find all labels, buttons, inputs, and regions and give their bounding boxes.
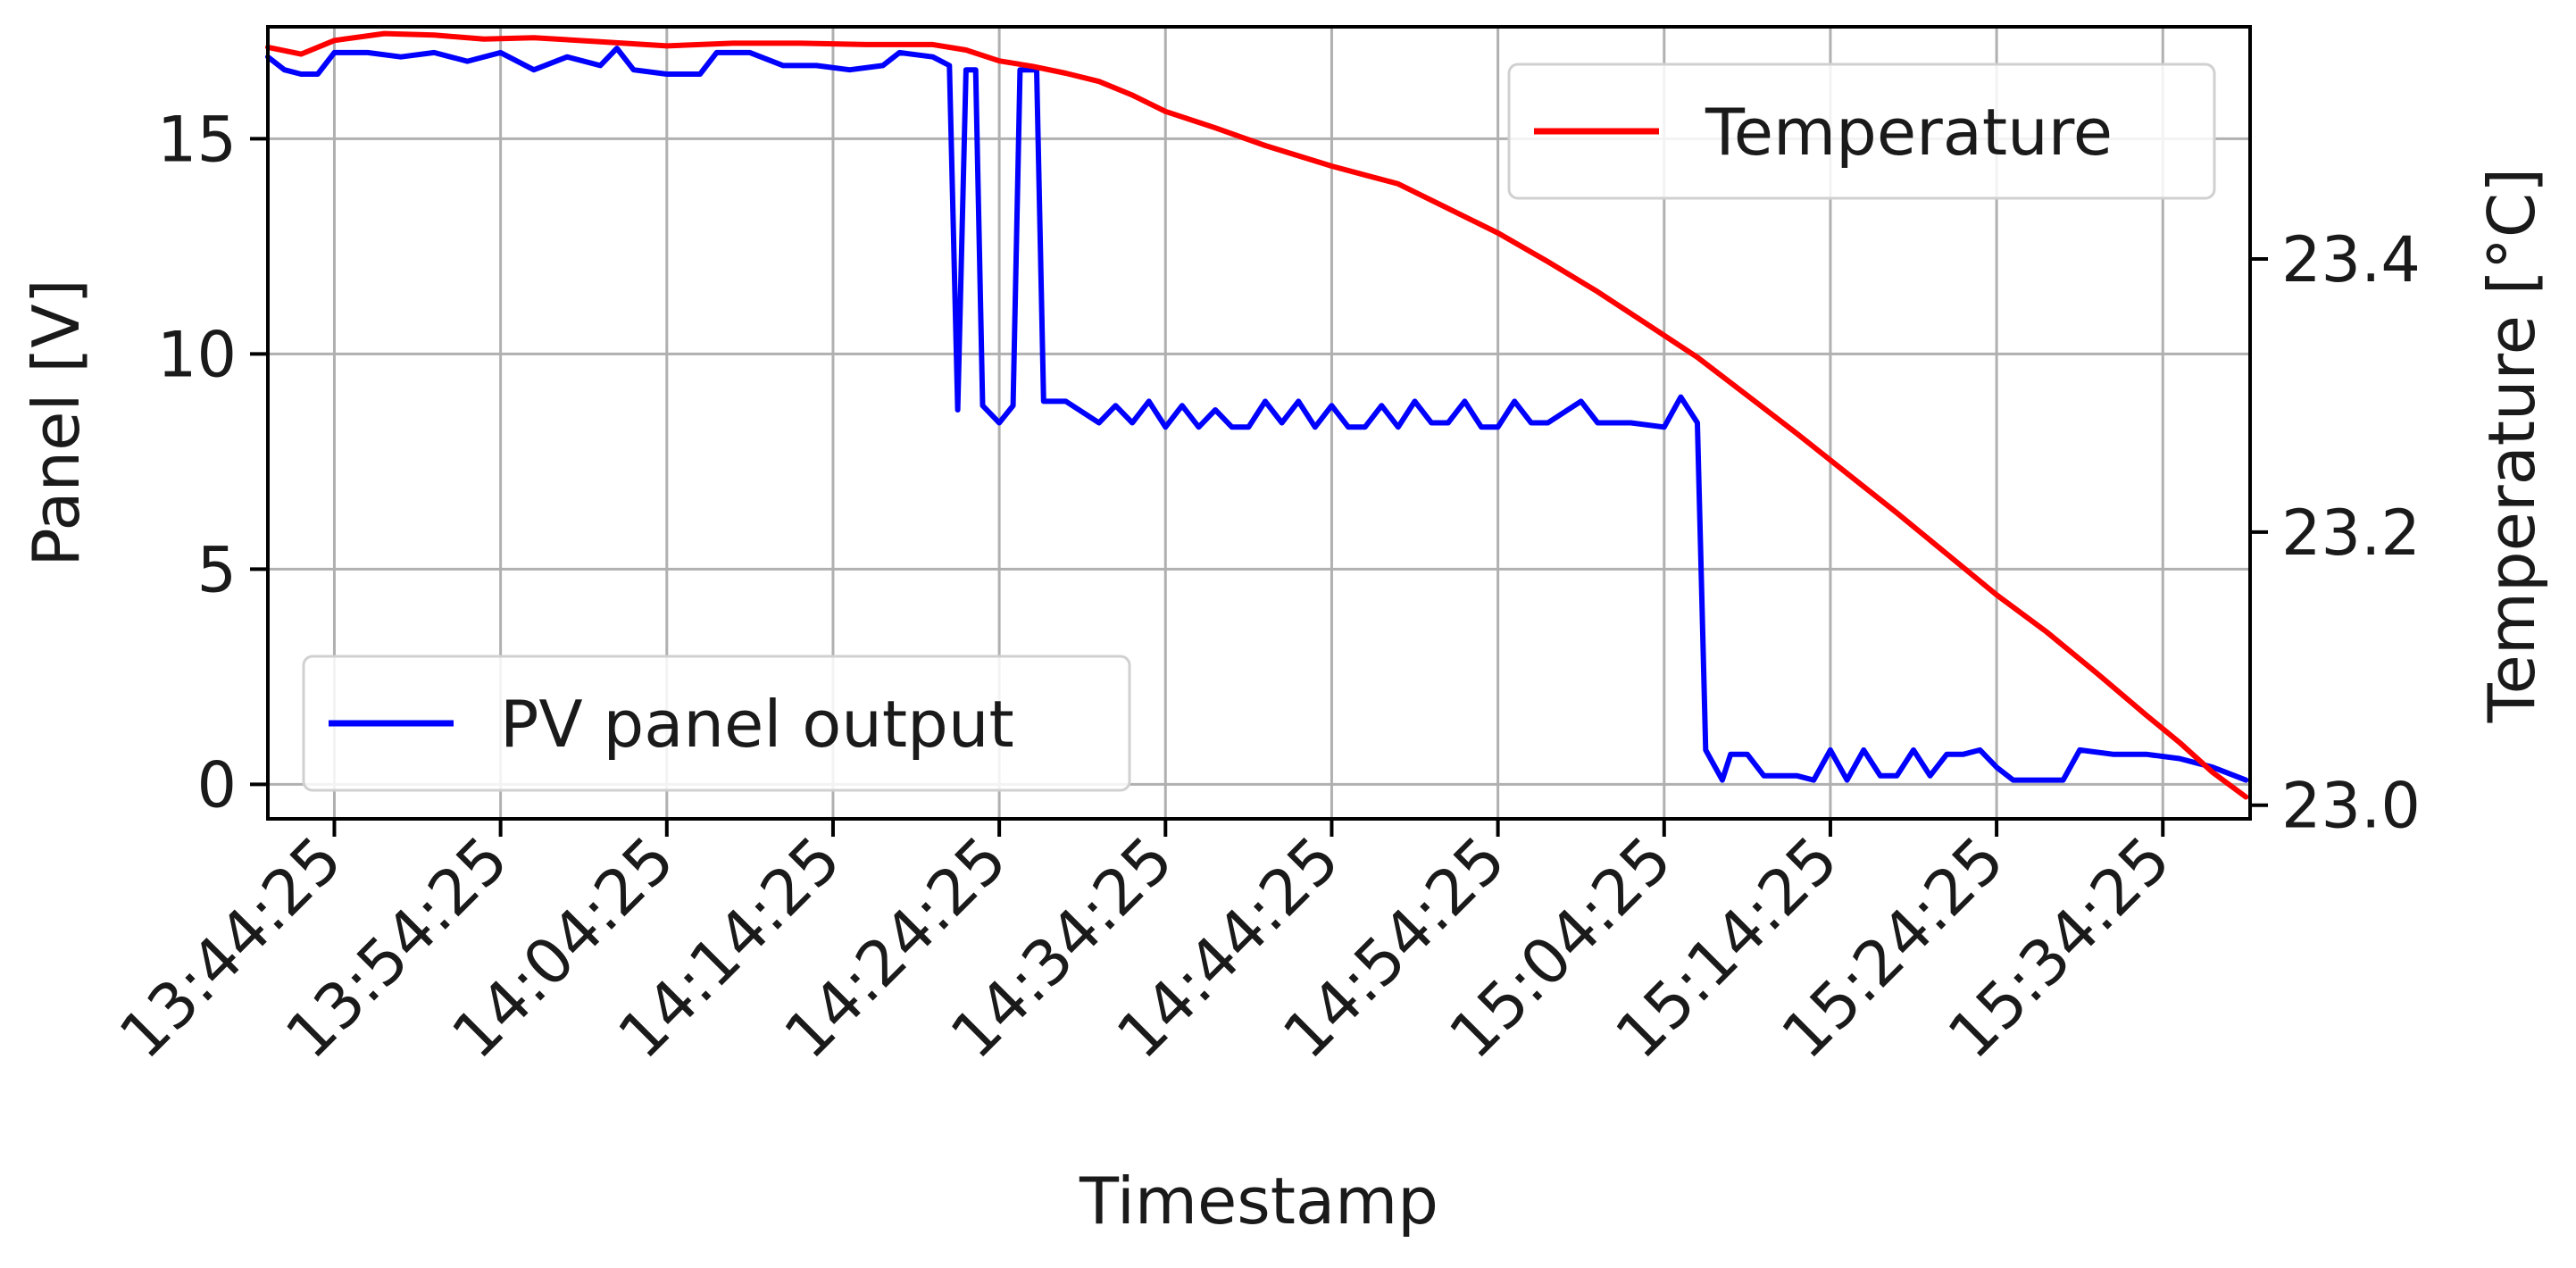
temperature-legend (1507, 63, 2216, 200)
x-axis-label: Timestamp (1079, 1164, 1438, 1239)
y-left-tick-label: 0 (196, 748, 237, 822)
y-left-tick-label: 15 (157, 103, 237, 176)
y-axis-right-label: Temperature [°C] (2474, 168, 2549, 723)
y-axis-left-label: Panel [V] (19, 279, 94, 567)
temperature-series-line (265, 30, 2249, 800)
legend-label: PV panel output (500, 687, 1014, 762)
y-right-tick-label: 23.4 (2281, 223, 2421, 296)
y-right-tick-label: 23.2 (2281, 496, 2421, 570)
y-left-tick-label: 5 (196, 533, 237, 606)
plot-frame (266, 25, 2252, 821)
y-right-tick-label: 23.0 (2281, 770, 2421, 843)
legend-label: Temperature (1705, 95, 2113, 170)
series-layer (265, 30, 2249, 800)
pv-output-series-line (265, 46, 2249, 783)
pv-output-legend (302, 655, 1131, 792)
y-left-tick-label: 10 (157, 318, 237, 391)
legends: PV panel output Temperature (302, 63, 2216, 792)
